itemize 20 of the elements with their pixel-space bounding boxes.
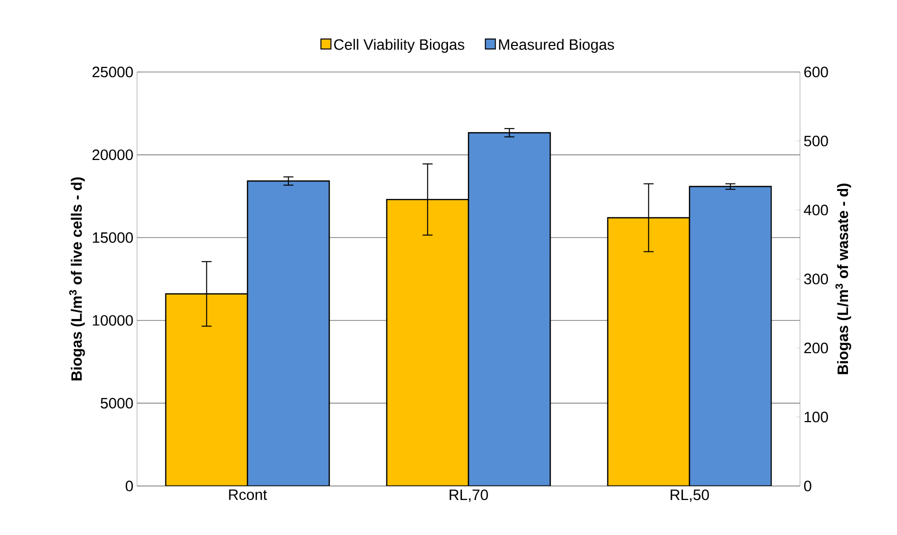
y-tick-label: 10000 <box>92 315 133 326</box>
y2-tick-label: 200 <box>804 342 828 354</box>
y2-tick-label: 500 <box>804 136 828 146</box>
legend-label: Measured Biogas <box>499 38 614 53</box>
y-axis-title: Biogas (L/m$^{3}$ of live cells - d) <box>69 177 85 380</box>
y2-tick-label: 0 <box>804 480 812 492</box>
x-tick-label: RL,50 <box>670 490 709 502</box>
y-tick-label: 25000 <box>92 66 133 78</box>
y2-tick-label: 100 <box>804 412 828 422</box>
y-tick-label: 20000 <box>92 149 133 160</box>
x-tick-label: Rcont <box>229 490 267 500</box>
y-tick-label: 0 <box>126 480 133 492</box>
y-tick-label: 15000 <box>92 232 133 243</box>
y2-axis-title: Biogas (L/m$^{3}$ of wasate - d) <box>835 184 852 374</box>
y2-tick-label: 300 <box>804 274 828 284</box>
legend-label: Cell Viability Biogas <box>334 38 464 53</box>
x-tick-label: RL,70 <box>450 490 488 502</box>
y2-tick-label: 600 <box>804 66 828 78</box>
y-tick-label: 5000 <box>100 398 133 408</box>
y2-tick-label: 400 <box>804 204 828 216</box>
